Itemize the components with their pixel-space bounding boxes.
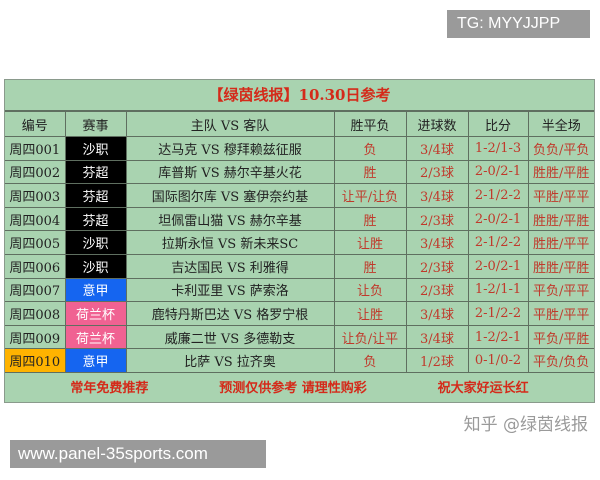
- match-id: 周四001: [5, 136, 66, 161]
- htft-pick: 胜胜/平胜: [527, 206, 594, 232]
- result-pick: 让负/让平: [333, 324, 407, 350]
- htft-pick: 平胜/平平: [527, 301, 594, 326]
- league: 沙职: [64, 230, 127, 255]
- goals-pick: 3/4球: [405, 301, 469, 326]
- prediction-board: 【绿茵线报】10.30日参考 编号 赛事 主队 VS 客队 胜平负 进球数 比分…: [4, 79, 595, 403]
- score-pick: 1-2/1-1: [467, 277, 529, 303]
- league: 荷兰杯: [64, 301, 127, 326]
- result-pick: 胜: [333, 206, 407, 232]
- match-id: 周四006: [5, 253, 66, 279]
- htft-pick: 胜胜/平平: [527, 230, 594, 255]
- table-row: 周四005 沙职 拉斯永恒 VS 新未来SC 让胜 3/4球 2-1/2-2 胜胜/平平: [5, 230, 594, 255]
- htft-pick: 负负/平负: [527, 136, 594, 161]
- result-pick: 胜: [333, 159, 407, 185]
- tg-label: TG: MYYJJPP: [447, 10, 590, 38]
- league: 芬超: [64, 183, 127, 208]
- match-id: 周四007: [5, 277, 66, 303]
- match-teams: 坦佩雷山猫 VS 赫尔辛基: [125, 206, 335, 232]
- htft-pick: 平胜/平平: [527, 183, 594, 208]
- header-result: 胜平负: [333, 111, 407, 137]
- league: 荷兰杯: [64, 324, 127, 350]
- htft-pick: 平负/平平: [527, 277, 594, 303]
- header-row: 编号 赛事 主队 VS 客队 胜平负 进球数 比分 半全场: [5, 111, 594, 137]
- match-id: 周四004: [5, 206, 66, 232]
- match-teams: 威廉二世 VS 多德勒支: [125, 324, 335, 350]
- match-id: 周四002: [5, 159, 66, 185]
- goals-pick: 2/3球: [405, 277, 469, 303]
- table-row: 周四009 荷兰杯 威廉二世 VS 多德勒支 让负/让平 3/4球 1-2/2-1 平负/平…: [5, 324, 594, 350]
- site-watermark: www.panel-35sports.com: [10, 440, 266, 468]
- htft-pick: 平负/负负: [527, 348, 594, 373]
- table-row: 周四010 意甲 比萨 VS 拉齐奥负 1/2球 0-1/0-2 平负/负负: [5, 348, 594, 373]
- result-pick: 负: [333, 348, 407, 373]
- result-pick: 让负: [333, 277, 407, 303]
- score-pick: 2-1/2-2: [467, 183, 529, 208]
- score-pick: 2-0/2-1: [467, 159, 529, 185]
- footer-text-3: 祝大家好运长红: [437, 381, 529, 397]
- score-pick: 2-0/2-1: [467, 206, 529, 232]
- header-league: 赛事: [64, 111, 127, 137]
- league: 沙职: [64, 136, 127, 161]
- match-teams: 鹿特丹斯巴达 VS 格罗宁根: [125, 301, 335, 326]
- score-pick: 1-2/2-1: [467, 324, 529, 350]
- htft-pick: 平负/平胜: [527, 324, 594, 350]
- match-teams: 比萨 VS 拉齐奥: [125, 348, 335, 373]
- league: 芬超: [64, 206, 127, 232]
- table-row: 周四008 荷兰杯 鹿特丹斯巴达 VS 格罗宁根 让胜 3/4球 2-1/2-2 平胜/平平: [5, 301, 594, 326]
- result-pick: 负: [333, 136, 407, 161]
- zhihu-watermark: 知乎 @绿茵线报: [463, 415, 588, 435]
- goals-pick: 3/4球: [405, 324, 469, 350]
- score-pick: 1-2/1-3: [467, 136, 529, 161]
- board-title: 【绿茵线报】10.30日参考: [5, 80, 594, 111]
- goals-pick: 2/3球: [405, 159, 469, 185]
- match-teams: 国际图尔库 VS 塞伊奈约基: [125, 183, 335, 208]
- result-pick: 让胜: [333, 301, 407, 326]
- goals-pick: 3/4球: [405, 230, 469, 255]
- header-htft: 半全场: [527, 111, 594, 137]
- score-pick: 0-1/0-2: [467, 348, 529, 373]
- match-id: 周四010: [5, 348, 66, 373]
- match-id: 周四009: [5, 324, 66, 350]
- match-teams: 吉达国民 VS 利雅得: [125, 253, 335, 279]
- score-pick: 2-1/2-2: [467, 301, 529, 326]
- league: 芬超: [64, 159, 127, 185]
- table-row: 周四007 意甲 卡利亚里 VS 萨索洛 让负 2/3球 1-2/1-1 平负/平平: [5, 277, 594, 303]
- match-teams: 拉斯永恒 VS 新未来SC: [125, 230, 335, 255]
- score-pick: 2-0/2-1: [467, 253, 529, 279]
- htft-pick: 胜胜/平胜: [527, 253, 594, 279]
- table-row: 周四004 芬超 坦佩雷山猫 VS 赫尔辛基胜 2/3球 2-0/2-1 胜胜/平胜: [5, 206, 594, 232]
- match-id: 周四003: [5, 183, 66, 208]
- table-row: 周四001 沙职 达马克 VS 穆拜赖兹征服负 3/4球 1-2/1-3 负负/平负: [5, 136, 594, 161]
- match-id: 周四008: [5, 301, 66, 326]
- header-goals: 进球数: [405, 111, 469, 137]
- goals-pick: 2/3球: [405, 206, 469, 232]
- match-teams: 库普斯 VS 赫尔辛基火花: [125, 159, 335, 185]
- prediction-table: 编号 赛事 主队 VS 客队 胜平负 进球数 比分 半全场 周四001 沙职 达马克…: [5, 111, 594, 373]
- league: 意甲: [64, 277, 127, 303]
- table-row: 周四006 沙职 吉达国民 VS 利雅得胜 2/3球 2-0/2-1 胜胜/平胜: [5, 253, 594, 279]
- htft-pick: 胜胜/平胜: [527, 159, 594, 185]
- score-pick: 2-1/2-2: [467, 230, 529, 255]
- header-score: 比分: [467, 111, 529, 137]
- goals-pick: 3/4球: [405, 183, 469, 208]
- footer: 常年免费推荐 预测仅供参考 请理性购彩 祝大家好运长红: [5, 373, 594, 401]
- league: 意甲: [64, 348, 127, 373]
- match-teams: 卡利亚里 VS 萨索洛: [125, 277, 335, 303]
- header-match: 主队 VS 客队: [125, 111, 335, 137]
- goals-pick: 3/4球: [405, 136, 469, 161]
- league: 沙职: [64, 253, 127, 279]
- match-teams: 达马克 VS 穆拜赖兹征服: [125, 136, 335, 161]
- header-id: 编号: [5, 111, 66, 137]
- table-row: 周四003 芬超 国际图尔库 VS 塞伊奈约基 让平/让负 3/4球 2-1/2-2 平胜/…: [5, 183, 594, 208]
- goals-pick: 1/2球: [405, 348, 469, 373]
- match-id: 周四005: [5, 230, 66, 255]
- footer-text-1: 常年免费推荐: [70, 381, 149, 397]
- result-pick: 胜: [333, 253, 407, 279]
- result-pick: 让平/让负: [333, 183, 407, 208]
- result-pick: 让胜: [333, 230, 407, 255]
- goals-pick: 2/3球: [405, 253, 469, 279]
- footer-text-2: 预测仅供参考 请理性购彩: [219, 381, 367, 397]
- table-row: 周四002 芬超 库普斯 VS 赫尔辛基火花胜 2/3球 2-0/2-1 胜胜/平胜: [5, 159, 594, 185]
